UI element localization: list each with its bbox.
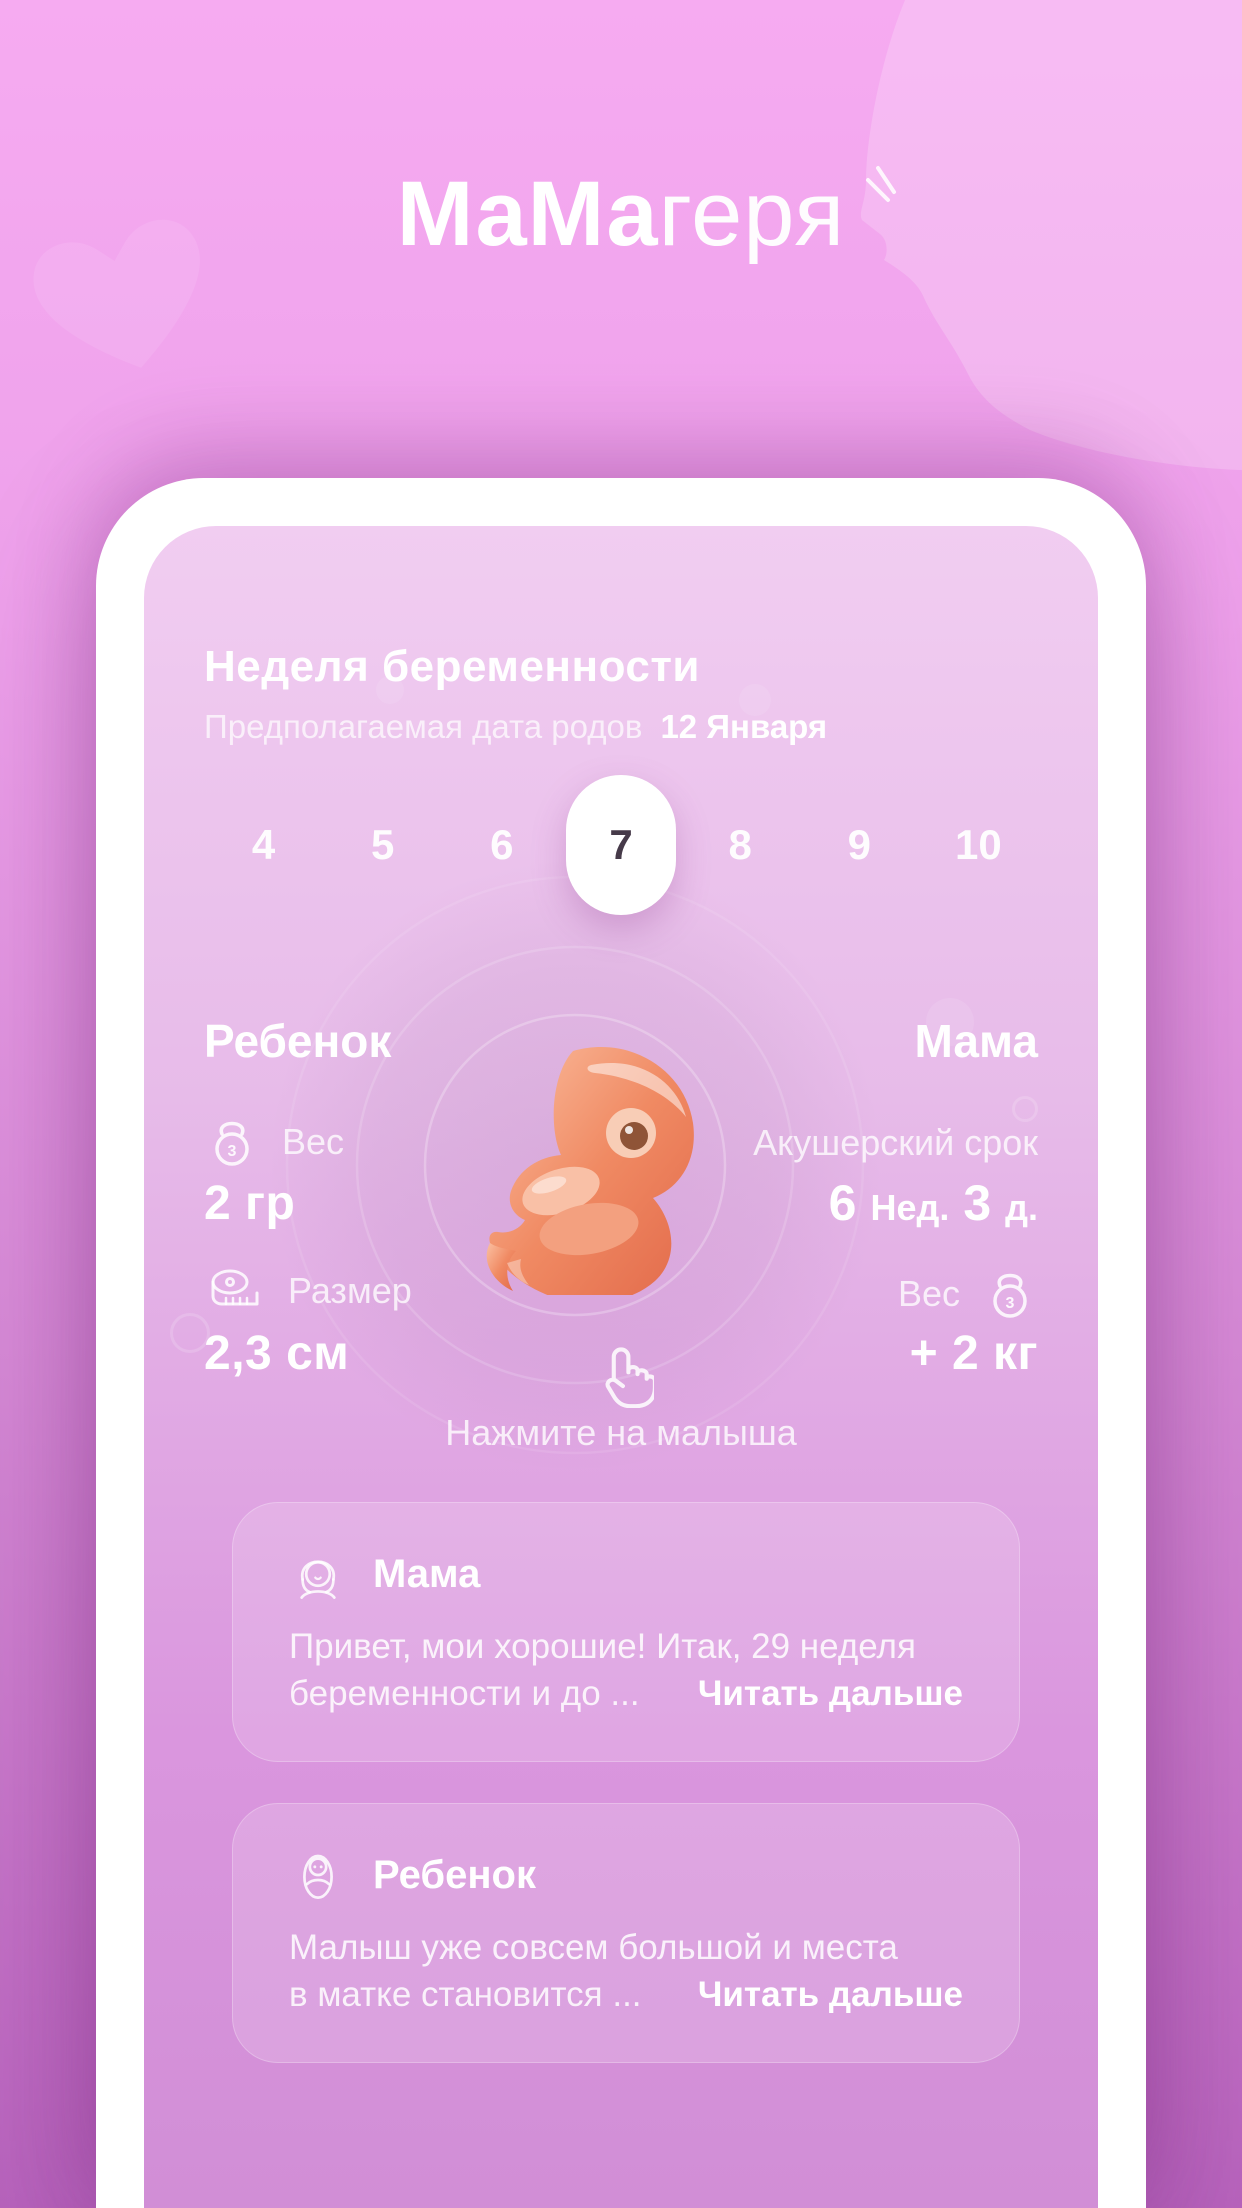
week-option-7-selected[interactable]: 7 (561, 775, 680, 915)
bubble-ring-decoration (170, 1313, 210, 1353)
heart-decoration (33, 219, 200, 368)
term-days-number: 3 (963, 1175, 992, 1231)
baby-section-heading: Ребенок (204, 1015, 392, 1067)
card-text-line2: в матке становится ... (289, 1975, 642, 2014)
week-option-4[interactable]: 4 (204, 778, 323, 912)
swaddled-baby-icon (303, 1854, 333, 1900)
card-title: Ребенок (373, 1852, 536, 1897)
term-weeks-number: 6 (828, 1175, 857, 1231)
week-option-10[interactable]: 10 (919, 778, 1038, 912)
embryo-illustration[interactable] (445, 1035, 705, 1295)
obstetric-term-label: Акушерский срок (753, 1122, 1038, 1164)
week-number: 7 (609, 821, 633, 868)
baby-weight-label: Вес (282, 1121, 345, 1162)
tap-hint-text: Нажмите на малыша (445, 1412, 797, 1453)
kettlebell-icon: 3 (993, 1273, 1027, 1318)
week-number: 9 (847, 821, 871, 868)
mother-silhouette-decoration (860, 0, 1242, 470)
mom-info-card[interactable]: Мама Привет, мои хорошие! Итак, 29 недел… (232, 1502, 1020, 1762)
obstetric-term-value: 6 Нед. 3 д. (829, 1174, 1038, 1232)
bubble-decoration (739, 684, 771, 716)
kettlebell-badge: 3 (228, 1143, 237, 1160)
mom-avatar-icon (300, 1560, 336, 1599)
baby-weight-value: 2 гр (204, 1177, 296, 1230)
card-text-line2: беременности и до ... (289, 1674, 640, 1713)
kettlebell-icon: 3 (215, 1121, 249, 1166)
app-logo-bold: МаМа (396, 163, 659, 265)
mom-section-heading: Мама (914, 1015, 1038, 1067)
week-number: 6 (490, 821, 514, 868)
week-option-9[interactable]: 9 (800, 778, 919, 912)
bubble-decoration (376, 676, 404, 704)
kettlebell-badge: 3 (1006, 1295, 1015, 1312)
term-days-unit: д. (1005, 1187, 1038, 1228)
due-date-value: 12 Января (660, 708, 828, 745)
baby-size-value: 2,3 см (204, 1327, 350, 1380)
week-option-6[interactable]: 6 (442, 778, 561, 912)
measuring-tape-icon (211, 1269, 259, 1306)
baby-size-row: Размер (204, 1266, 412, 1316)
week-number: 8 (728, 821, 752, 868)
baby-weight-row: 3 Вес (204, 1114, 344, 1170)
bubble-ring-decoration (1012, 1096, 1038, 1122)
card-header: Мама (289, 1545, 963, 1603)
week-option-8[interactable]: 8 (681, 778, 800, 912)
selected-week-pill (565, 775, 676, 915)
mom-weight-label: Вес (897, 1273, 960, 1314)
read-more-link[interactable]: Читать дальше (697, 1674, 963, 1713)
mom-weight-value: + 2 кг (909, 1327, 1038, 1380)
week-number: 10 (955, 821, 1002, 868)
card-text-line1: Малыш уже совсем большой и места (289, 1928, 898, 1967)
due-date-label: Предполагаемая дата родов (204, 708, 643, 745)
read-more-link[interactable]: Читать дальше (697, 1975, 963, 2014)
mom-weight-row: Вес 3 (898, 1266, 1038, 1322)
app-logo-light: геря (658, 163, 846, 265)
week-option-5[interactable]: 5 (323, 778, 442, 912)
card-header: Ребенок (289, 1846, 963, 1904)
bubble-decoration (926, 998, 974, 1046)
baby-info-card[interactable]: Ребенок Малыш уже совсем большой и места… (232, 1803, 1020, 2063)
week-number: 4 (251, 821, 276, 868)
card-title: Мама (373, 1551, 481, 1596)
card-text-line1: Привет, мои хорошие! Итак, 29 неделя (289, 1627, 916, 1666)
term-weeks-unit: Нед. (870, 1187, 950, 1228)
app-logo: МаМагеря (0, 168, 1242, 260)
baby-size-label: Размер (288, 1270, 412, 1311)
week-number: 5 (371, 821, 395, 868)
due-date-row: Предполагаемая дата родов 12 Января (204, 708, 827, 746)
week-selector: 4 5 6 7 8 9 10 (204, 775, 1038, 915)
tap-hand-icon (605, 1347, 654, 1408)
obstetric-term-label-text: Акушерский срок (753, 1122, 1038, 1163)
page-title: Неделя беременности (204, 642, 700, 691)
week-panel: Неделя беременности Предполагаемая дата … (144, 526, 1098, 2208)
